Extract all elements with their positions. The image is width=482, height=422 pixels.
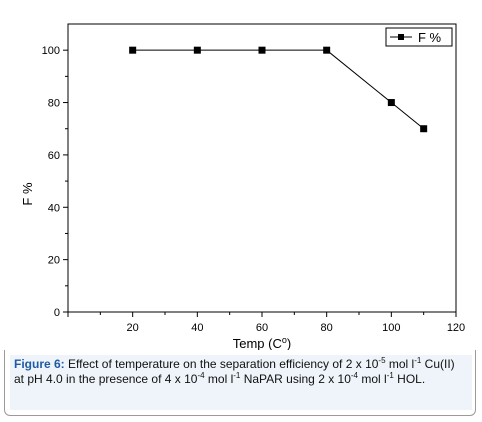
x-tick-label: 120 (447, 322, 465, 334)
y-tick-label: 20 (48, 255, 60, 267)
y-tick-label: 80 (48, 98, 60, 110)
plot-border (67, 23, 457, 313)
y-tick-label: 0 (54, 307, 60, 319)
caption-figure-label: Figure 6: (14, 357, 65, 371)
caption-superscript: -4 (350, 371, 359, 380)
data-point (420, 125, 428, 133)
y-tick-label: 40 (48, 202, 60, 214)
data-point (258, 46, 266, 54)
chart-area: 20 40 60 80 100 120 0 20 40 60 80 100 Temp (Co) F % F … (4, 4, 478, 350)
caption-text: Cu(II) at pH 4.0 in the presence of 4 x … (14, 357, 455, 386)
caption-text: mol l (358, 372, 387, 386)
x-axis-label: Temp (Co) (233, 335, 291, 350)
data-point (193, 46, 201, 54)
caption-text: Effect of temperature on the separation … (64, 357, 379, 371)
caption-superscript: -1 (386, 371, 394, 380)
caption-text: NaPAR using 2 x 10 (240, 372, 351, 386)
line-chart: 20 40 60 80 100 120 0 20 40 60 80 100 Temp (Co) F % F … (20, 23, 465, 350)
y-axis-label: F % (20, 182, 35, 206)
x-tick-label: 80 (321, 322, 333, 334)
x-tick-label: 20 (127, 322, 139, 334)
x-tick-label: 40 (191, 322, 203, 334)
y-tick-label: 60 (48, 150, 60, 162)
x-tick-label: 60 (256, 322, 268, 334)
caption-text: HOL. (393, 372, 426, 386)
data-point (323, 46, 331, 54)
caption-text: mol l (204, 372, 234, 386)
data-point (129, 46, 137, 54)
x-tick-label: 100 (382, 322, 400, 334)
series-line (132, 49, 424, 130)
caption-text: mol l (385, 357, 415, 371)
caption-superscript: -4 (197, 371, 205, 380)
legend-label: F % (418, 30, 442, 45)
caption-superscript: -1 (414, 356, 422, 365)
legend-box (385, 27, 453, 47)
legend-marker (398, 34, 404, 40)
y-tick-label: 100 (42, 45, 60, 57)
caption-superscript: -5 (378, 356, 386, 365)
caption-superscript: -1 (233, 371, 241, 380)
data-point (387, 99, 395, 107)
figure-caption: Figure 6: Effect of temperature on the s… (10, 355, 472, 410)
